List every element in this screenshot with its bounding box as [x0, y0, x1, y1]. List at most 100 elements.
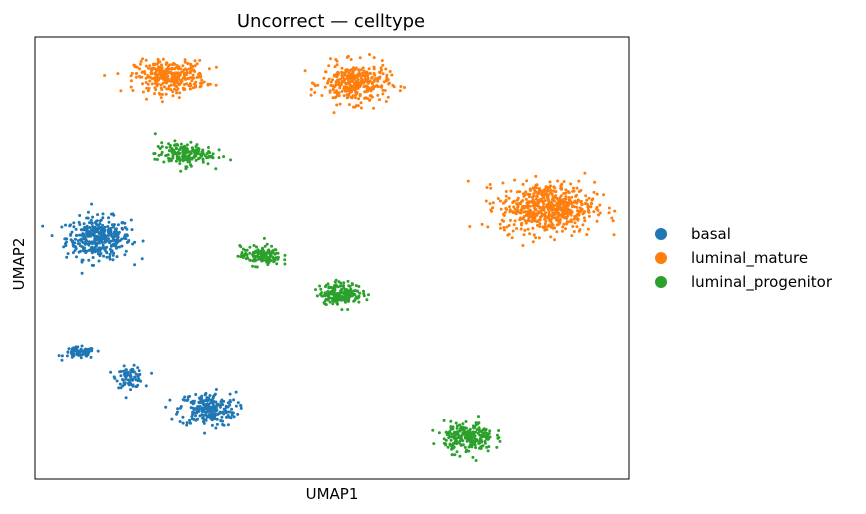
- point-luminal_mature: [183, 60, 187, 64]
- point-basal: [109, 370, 113, 374]
- point-luminal_progenitor: [461, 422, 465, 426]
- point-luminal_mature: [607, 206, 611, 210]
- point-basal: [78, 223, 82, 226]
- point-luminal_mature: [524, 197, 528, 201]
- point-luminal_progenitor: [455, 450, 459, 454]
- point-luminal_mature: [174, 71, 178, 75]
- point-luminal_progenitor: [160, 145, 164, 149]
- point-luminal_mature: [357, 97, 361, 101]
- point-luminal_mature: [587, 210, 591, 214]
- point-luminal_mature: [529, 215, 533, 219]
- point-basal: [225, 415, 228, 419]
- point-luminal_mature: [131, 89, 135, 92]
- point-luminal_mature: [505, 208, 509, 211]
- point-basal: [202, 410, 206, 413]
- point-luminal_mature: [577, 179, 581, 183]
- point-luminal_progenitor: [187, 153, 191, 157]
- point-luminal_mature: [515, 190, 519, 194]
- point-luminal_mature: [554, 190, 558, 194]
- point-luminal_progenitor: [156, 158, 159, 161]
- point-luminal_progenitor: [251, 254, 255, 258]
- point-luminal_mature: [518, 218, 522, 222]
- point-basal: [208, 408, 212, 412]
- series-luminal_mature: [103, 53, 617, 247]
- point-luminal_progenitor: [327, 285, 331, 289]
- point-luminal_mature: [564, 197, 568, 201]
- point-luminal_mature: [198, 58, 202, 62]
- point-basal: [71, 251, 75, 255]
- point-luminal_mature: [171, 94, 175, 98]
- point-luminal_progenitor: [245, 248, 249, 252]
- point-luminal_progenitor: [272, 256, 275, 260]
- luminal_progenitor-cluster-4: [431, 415, 502, 462]
- point-luminal_mature: [339, 70, 343, 74]
- point-luminal_mature: [342, 77, 346, 81]
- point-luminal_progenitor: [344, 299, 348, 302]
- point-luminal_mature: [165, 87, 169, 91]
- point-basal: [190, 417, 194, 421]
- point-luminal_mature: [528, 208, 532, 212]
- point-luminal_mature: [332, 111, 336, 115]
- point-luminal_progenitor: [327, 292, 331, 296]
- point-luminal_mature: [180, 79, 184, 82]
- point-luminal_mature: [172, 78, 176, 82]
- luminal_mature-cluster-3: [466, 171, 617, 247]
- point-luminal_mature: [388, 70, 392, 73]
- point-luminal_mature: [544, 185, 548, 189]
- point-luminal_progenitor: [474, 437, 478, 441]
- point-basal: [194, 414, 197, 418]
- point-luminal_mature: [559, 194, 563, 198]
- point-basal: [79, 249, 83, 253]
- point-luminal_mature: [538, 222, 542, 226]
- point-basal: [122, 381, 126, 385]
- point-luminal_mature: [486, 225, 490, 229]
- point-basal: [90, 242, 94, 246]
- point-basal: [69, 223, 72, 227]
- point-basal: [89, 234, 93, 238]
- point-basal: [88, 226, 92, 229]
- point-luminal_mature: [562, 213, 566, 217]
- point-luminal_mature: [184, 77, 188, 81]
- point-basal: [131, 384, 135, 388]
- point-basal: [211, 409, 215, 413]
- point-basal: [211, 395, 215, 399]
- point-luminal_progenitor: [255, 254, 259, 258]
- point-luminal_mature: [163, 80, 167, 84]
- point-luminal_mature: [583, 171, 587, 175]
- luminal_mature-cluster-1: [103, 57, 218, 104]
- point-luminal_mature: [587, 196, 591, 200]
- point-luminal_mature: [543, 222, 547, 226]
- point-basal: [108, 255, 112, 259]
- point-luminal_mature: [158, 60, 162, 64]
- point-luminal_mature: [373, 73, 377, 77]
- point-luminal_mature: [173, 62, 176, 66]
- point-luminal_mature: [508, 208, 512, 212]
- point-luminal_progenitor: [172, 148, 176, 152]
- point-luminal_mature: [593, 180, 597, 184]
- point-basal: [106, 225, 110, 228]
- plot-frame: [34, 36, 630, 480]
- point-luminal_mature: [380, 59, 384, 63]
- point-luminal_mature: [572, 186, 575, 190]
- point-basal: [74, 237, 77, 241]
- point-luminal_mature: [376, 76, 380, 80]
- point-luminal_mature: [502, 226, 506, 229]
- point-luminal_mature: [368, 72, 372, 76]
- point-luminal_mature: [542, 189, 546, 193]
- point-luminal_progenitor: [184, 158, 187, 162]
- point-luminal_progenitor: [246, 256, 249, 260]
- point-luminal_mature: [363, 77, 367, 81]
- point-luminal_progenitor: [454, 421, 458, 425]
- point-basal: [115, 245, 119, 249]
- point-luminal_mature: [570, 201, 574, 205]
- point-luminal_mature: [491, 206, 495, 210]
- point-luminal_mature: [607, 211, 611, 215]
- point-luminal_mature: [528, 204, 532, 208]
- point-luminal_progenitor: [362, 292, 366, 296]
- point-luminal_progenitor: [455, 426, 459, 430]
- point-luminal_progenitor: [171, 154, 175, 158]
- point-luminal_mature: [579, 188, 583, 192]
- point-luminal_progenitor: [174, 146, 178, 150]
- point-basal: [130, 228, 134, 232]
- point-luminal_mature: [551, 195, 555, 199]
